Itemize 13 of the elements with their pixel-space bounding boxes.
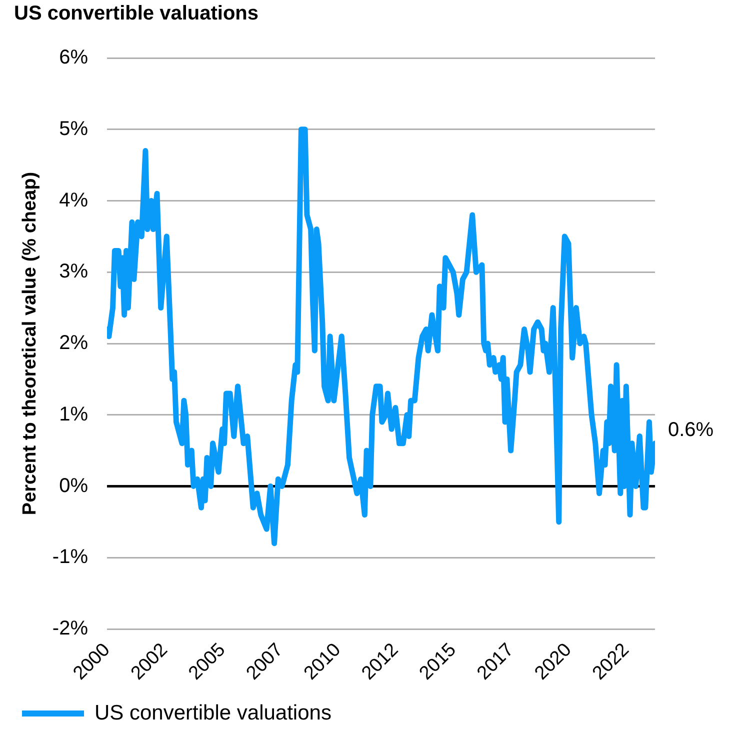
y-tick-label: 4% (59, 189, 88, 212)
chart-title: US convertible valuations (14, 2, 259, 25)
y-tick-label: 3% (59, 260, 88, 283)
y-tick-label: 6% (59, 46, 88, 69)
y-tick-label: 1% (59, 403, 88, 426)
y-tick-label: 2% (59, 332, 88, 354)
y-tick-label: -1% (52, 546, 88, 568)
y-tick-label: 0% (59, 474, 88, 497)
legend-label: US convertible valuations (94, 701, 332, 724)
y-axis-title: Percent to theoretical value (% cheap) (20, 172, 41, 516)
y-tick-label: 5% (59, 118, 88, 140)
annotation: 0.6% (668, 418, 714, 441)
y-tick-label: -2% (52, 618, 88, 640)
